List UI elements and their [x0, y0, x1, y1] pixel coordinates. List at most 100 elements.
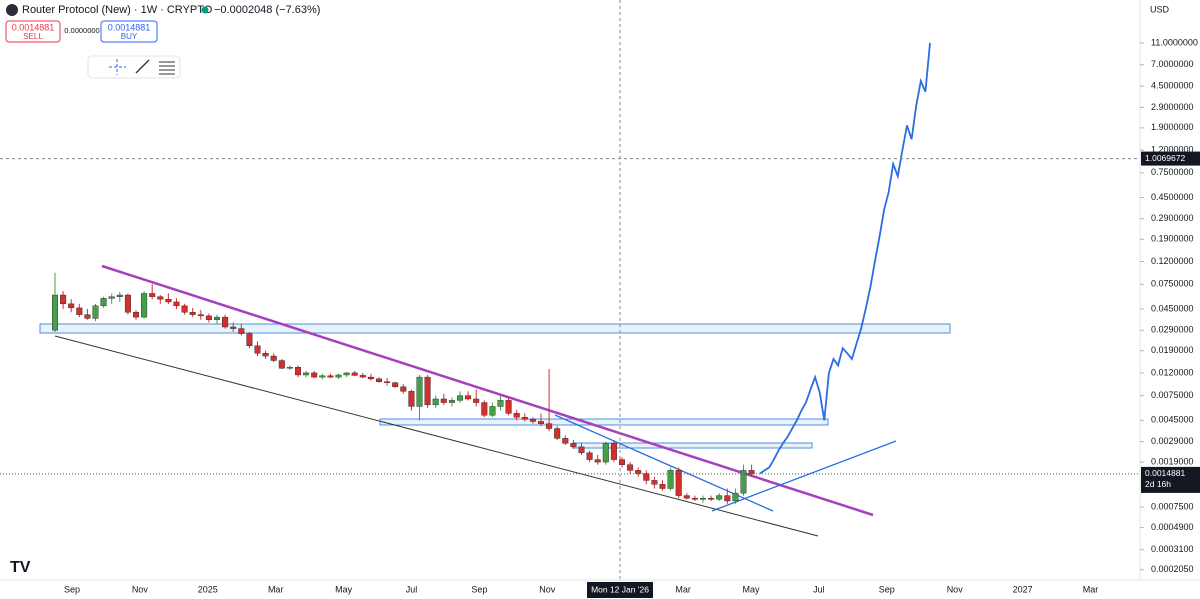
- x-tick-label: 2027: [1013, 584, 1033, 594]
- crosshair-price-label: 1.0069672: [1145, 153, 1185, 163]
- buy-button[interactable]: [100, 20, 158, 43]
- candle-body: [578, 446, 585, 454]
- candle-body: [108, 296, 115, 299]
- y-tick-label: 0.0029000: [1151, 436, 1194, 446]
- candle-body: [619, 459, 626, 465]
- buy-price: 0.0014881: [108, 22, 151, 32]
- crosshair-date-tag: [587, 582, 653, 598]
- logo: TV: [10, 559, 31, 576]
- sell-label: SELL: [23, 32, 43, 41]
- x-tick-label: Mar: [675, 584, 691, 594]
- candle-body: [60, 294, 67, 305]
- candle-body: [700, 498, 707, 500]
- candle-body: [141, 293, 148, 318]
- zone-box: [379, 418, 829, 426]
- candle-body: [92, 305, 99, 319]
- candle-body: [424, 376, 431, 406]
- y-tick-label: 7.0000000: [1151, 59, 1194, 69]
- y-tick-label: 1.9000000: [1151, 122, 1194, 132]
- x-tick-label: Nov: [539, 584, 556, 594]
- candle-body: [489, 406, 496, 416]
- candle-body: [149, 293, 156, 297]
- candle-body: [748, 470, 755, 475]
- x-tick-label: Nov: [947, 584, 964, 594]
- candle-body: [465, 395, 472, 400]
- candle-body: [181, 305, 188, 313]
- y-tick-label: 0.0004900: [1151, 522, 1194, 532]
- y-tick-label: 0.0190000: [1151, 345, 1194, 355]
- tool-fib[interactable]: [159, 61, 175, 75]
- candle-body: [52, 294, 59, 331]
- symbol-icon: [6, 4, 18, 16]
- candle-body: [165, 299, 172, 303]
- candle-body: [246, 333, 253, 347]
- candle-body: [691, 498, 698, 500]
- candle-body: [205, 315, 212, 320]
- candle-body: [359, 375, 366, 378]
- candle-body: [529, 419, 536, 422]
- candle-body: [651, 480, 658, 485]
- candle-body: [610, 443, 617, 460]
- spread: 0.0000000: [64, 26, 99, 35]
- candle-body: [270, 355, 277, 361]
- zone-box: [39, 323, 951, 334]
- y-tick-label: 2.9000000: [1151, 102, 1194, 112]
- axes: 11.0000000 7.0000000 4.5000000 2.9000000 1.9…: [64, 37, 1198, 594]
- y-tick-label: 0.0120000: [1151, 367, 1194, 377]
- candle-body: [481, 402, 488, 416]
- candle-body: [667, 470, 674, 489]
- y-tick-label: 0.0003100: [1151, 544, 1194, 554]
- x-tick-label: 2025: [198, 584, 218, 594]
- candle-body: [538, 421, 545, 424]
- marks: [0, 42, 1140, 504]
- candle-body: [570, 443, 577, 448]
- candle-body: [230, 326, 237, 329]
- candle-body: [311, 372, 318, 378]
- candle-body: [683, 495, 690, 499]
- candle-body: [627, 464, 634, 471]
- y-tick-label: 0.7500000: [1151, 167, 1194, 177]
- candle-body: [68, 303, 75, 309]
- candle-body: [84, 314, 91, 319]
- candle-body: [432, 398, 439, 406]
- buy-label: BUY: [121, 32, 138, 41]
- y-tick-label: 0.0002050: [1151, 564, 1194, 574]
- y-tick-label: 0.0045000: [1151, 415, 1194, 425]
- candle-body: [335, 374, 342, 378]
- trend-line: [54, 335, 819, 537]
- candle-body: [521, 417, 528, 420]
- candle-body: [262, 353, 269, 357]
- price-axis: [1140, 0, 1200, 599]
- candle-body: [384, 381, 391, 383]
- candle-body: [376, 378, 383, 382]
- candle-body: [602, 443, 609, 463]
- candle-body: [505, 400, 512, 414]
- candle-body: [675, 470, 682, 496]
- candle-body: [116, 294, 123, 297]
- y-tick-label: 0.1900000: [1151, 234, 1194, 244]
- candle-body: [708, 498, 715, 500]
- candle-body: [513, 413, 520, 418]
- candle-body: [173, 301, 180, 307]
- candle-body: [740, 470, 747, 494]
- crosshair-price-tag: [1141, 151, 1200, 166]
- x-tick-label: May: [742, 584, 760, 594]
- candle-body: [497, 400, 504, 407]
- x-tick-label: Sep: [64, 584, 80, 594]
- candle-body: [189, 312, 196, 315]
- candle-body: [222, 316, 229, 328]
- candle-body: [392, 382, 399, 388]
- candle-body: [197, 314, 204, 317]
- x-tick-label: Sep: [471, 584, 487, 594]
- tool-trendline[interactable]: [135, 59, 150, 74]
- y-tick-label: 11.0000000: [1151, 37, 1198, 47]
- projection-line: [759, 42, 931, 475]
- toolbar: [87, 55, 181, 79]
- sell-button[interactable]: [5, 20, 61, 43]
- y-tick-label: 0.1200000: [1151, 256, 1194, 266]
- candle-body: [327, 375, 334, 378]
- currency: USD: [1150, 4, 1170, 14]
- candle-body: [643, 473, 650, 481]
